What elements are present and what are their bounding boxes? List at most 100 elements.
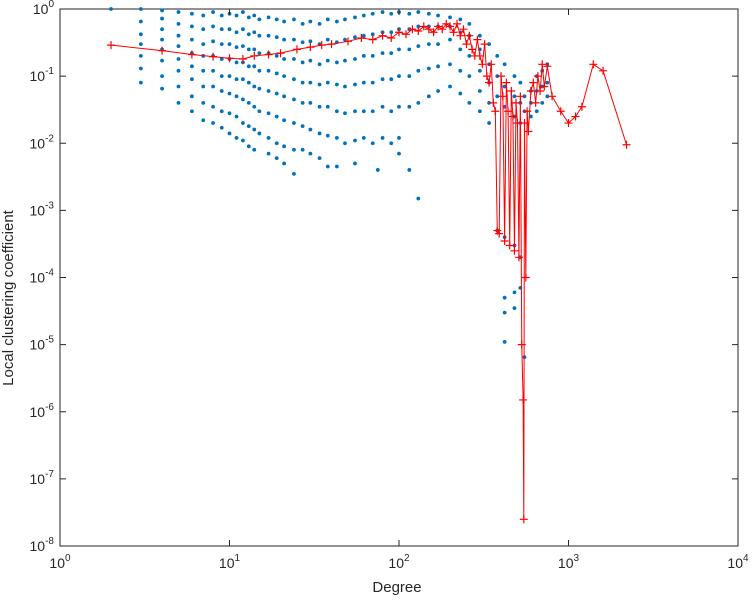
scatter-point xyxy=(176,84,181,89)
y-tick-label: 10-1 xyxy=(30,66,55,84)
scatter-point xyxy=(467,21,472,26)
scatter-point xyxy=(380,10,385,14)
scatter-point xyxy=(308,151,313,156)
average-marker xyxy=(487,60,496,69)
scatter-point xyxy=(353,138,357,143)
scatter-point xyxy=(274,114,279,119)
scatter-point xyxy=(426,42,431,46)
average-marker xyxy=(589,60,598,69)
scatter-point xyxy=(176,100,181,105)
scatter-point xyxy=(397,136,401,140)
scatter-point xyxy=(138,42,143,46)
scatter-point xyxy=(495,54,500,58)
y-tick-label: 10-6 xyxy=(30,402,55,420)
average-marker xyxy=(209,52,218,61)
scatter-point xyxy=(389,109,394,114)
scatter-point xyxy=(266,15,271,20)
scatter-point xyxy=(458,47,463,52)
scatter-point xyxy=(334,164,339,169)
scatter-point xyxy=(325,104,330,109)
scatter-point xyxy=(211,39,215,44)
scatter-point xyxy=(502,104,507,109)
scatter-point xyxy=(201,42,206,46)
scatter-point xyxy=(227,42,232,46)
average-marker xyxy=(368,35,377,44)
average-marker xyxy=(507,87,516,96)
average-marker xyxy=(548,92,557,101)
scatter-point xyxy=(343,141,347,146)
scatter-point xyxy=(190,64,194,69)
average-marker xyxy=(533,72,542,81)
scatter-point xyxy=(317,104,322,109)
scatter-point xyxy=(300,100,305,105)
average-marker xyxy=(505,241,514,250)
average-marker xyxy=(556,107,565,116)
scatter-point xyxy=(219,27,224,32)
scatter-point xyxy=(282,118,287,123)
scatter-point xyxy=(292,17,296,22)
scatter-point xyxy=(512,290,517,295)
average-marker xyxy=(536,87,545,96)
average-marker xyxy=(564,119,573,128)
scatter-point xyxy=(138,19,143,24)
scatter-point xyxy=(361,33,366,38)
scatter-point xyxy=(292,171,296,176)
scatter-point xyxy=(487,42,491,46)
average-marker xyxy=(462,40,471,49)
average-marker xyxy=(429,28,438,37)
scatter-point xyxy=(370,141,375,146)
scatter-point xyxy=(389,30,394,35)
scatter-point xyxy=(416,24,421,29)
scatter-point xyxy=(201,27,206,32)
scatter-point xyxy=(219,109,224,114)
scatter-point xyxy=(502,84,507,89)
scatter-point xyxy=(458,68,463,73)
scatter-point xyxy=(257,51,262,56)
scatter-point xyxy=(274,17,279,22)
average-marker xyxy=(475,51,484,60)
average-marker xyxy=(414,27,423,36)
scatter-point xyxy=(370,54,375,58)
scatter-point xyxy=(190,24,194,29)
scatter-point xyxy=(160,74,164,79)
scatter-point xyxy=(282,57,287,61)
scatter-point xyxy=(353,57,357,61)
scatter-point xyxy=(211,10,215,14)
scatter-point xyxy=(282,161,287,166)
scatter-point xyxy=(292,57,296,61)
scatter-point xyxy=(407,104,412,109)
scatter-point xyxy=(252,64,257,69)
scatter-point xyxy=(138,54,143,58)
scatter-point xyxy=(529,114,533,119)
scatter-point xyxy=(300,21,305,26)
y-axis-ticks: 10-8 10-7 10-6 10-5 10-4 10-3 10-2 10-1 100 xyxy=(30,0,738,554)
scatter-point xyxy=(512,306,517,310)
scatter-point xyxy=(246,15,251,20)
scatter-point xyxy=(160,37,164,42)
scatter-point xyxy=(545,80,550,85)
scatter-point xyxy=(138,32,143,37)
scatter-point xyxy=(252,30,257,35)
average-marker xyxy=(529,78,538,87)
average-marker xyxy=(158,46,167,55)
average-marker xyxy=(523,107,532,116)
average-marker xyxy=(526,87,535,96)
scatter-point xyxy=(416,68,421,73)
scatter-point xyxy=(246,124,251,129)
scatter-point xyxy=(353,35,357,40)
scatter-point xyxy=(416,100,421,105)
scatter-point xyxy=(353,82,357,87)
scatter-point xyxy=(361,13,366,18)
average-marker xyxy=(508,112,517,121)
scatter-point xyxy=(448,37,452,42)
y-tick-label: 10-3 xyxy=(30,200,55,218)
scatter-point xyxy=(257,86,262,91)
average-marker xyxy=(521,273,530,282)
scatter-point xyxy=(343,111,347,116)
scatter-point xyxy=(246,100,251,105)
scatter-point xyxy=(343,84,347,89)
scatter-point xyxy=(448,15,452,20)
scatter-point xyxy=(317,62,322,67)
